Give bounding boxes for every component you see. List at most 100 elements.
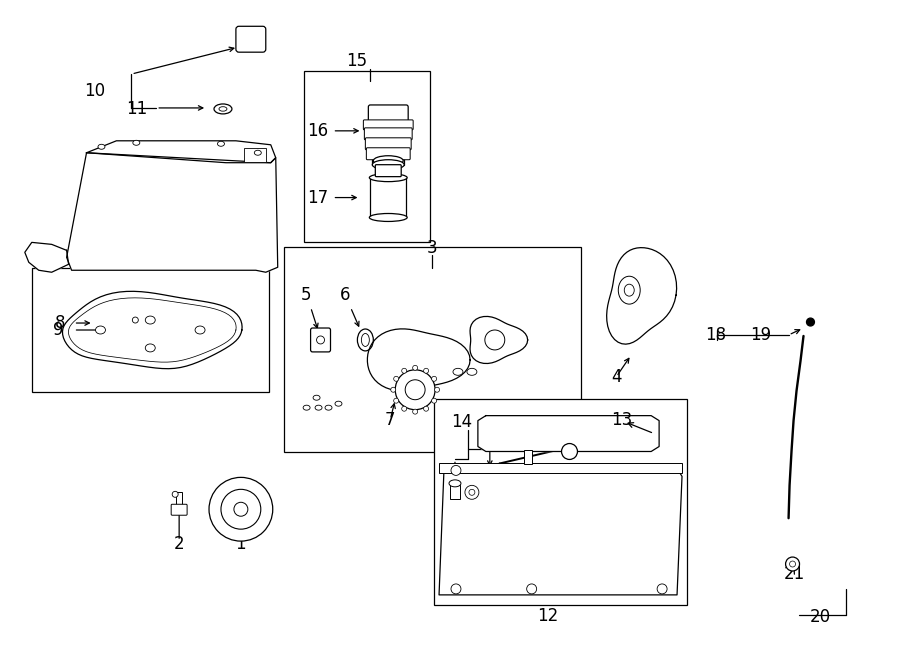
FancyBboxPatch shape	[365, 137, 411, 150]
Ellipse shape	[95, 326, 105, 334]
Polygon shape	[367, 329, 470, 391]
FancyBboxPatch shape	[171, 504, 187, 515]
Circle shape	[451, 465, 461, 475]
Circle shape	[393, 376, 399, 381]
Ellipse shape	[362, 334, 369, 346]
Circle shape	[806, 318, 814, 326]
Circle shape	[413, 366, 418, 370]
Ellipse shape	[218, 141, 224, 146]
Ellipse shape	[145, 344, 155, 352]
FancyBboxPatch shape	[364, 128, 412, 140]
Circle shape	[401, 368, 407, 373]
Bar	[439, 463, 682, 473]
Ellipse shape	[315, 405, 322, 410]
Ellipse shape	[625, 284, 634, 296]
Ellipse shape	[98, 144, 105, 149]
Circle shape	[424, 407, 428, 411]
Ellipse shape	[219, 106, 227, 111]
Polygon shape	[86, 141, 275, 163]
Circle shape	[562, 444, 578, 459]
Ellipse shape	[369, 214, 407, 221]
Text: 9: 9	[53, 321, 64, 339]
Ellipse shape	[145, 316, 155, 324]
Circle shape	[393, 398, 399, 403]
FancyBboxPatch shape	[364, 120, 413, 130]
Circle shape	[424, 368, 428, 373]
Ellipse shape	[325, 405, 332, 410]
Circle shape	[317, 336, 325, 344]
Polygon shape	[67, 153, 278, 272]
Bar	[244, 148, 266, 162]
Text: 6: 6	[340, 286, 351, 304]
Circle shape	[405, 380, 425, 400]
Circle shape	[786, 557, 799, 571]
Ellipse shape	[449, 480, 461, 487]
Polygon shape	[470, 317, 527, 364]
Ellipse shape	[618, 276, 640, 304]
Circle shape	[221, 489, 261, 529]
Ellipse shape	[195, 326, 205, 334]
Ellipse shape	[313, 395, 320, 400]
Circle shape	[391, 387, 396, 392]
Ellipse shape	[335, 401, 342, 406]
Text: 2: 2	[174, 535, 184, 553]
Ellipse shape	[303, 405, 310, 410]
Circle shape	[432, 376, 436, 381]
Ellipse shape	[373, 147, 404, 159]
Text: 5: 5	[301, 286, 310, 304]
Circle shape	[657, 584, 667, 594]
Polygon shape	[25, 243, 68, 272]
Polygon shape	[62, 292, 242, 369]
Bar	[284, 247, 581, 453]
Polygon shape	[478, 416, 659, 451]
Ellipse shape	[133, 140, 140, 145]
Bar	[32, 268, 269, 392]
Polygon shape	[439, 469, 682, 595]
Text: 19: 19	[750, 326, 771, 344]
Bar	[450, 485, 460, 499]
FancyBboxPatch shape	[310, 328, 330, 352]
Text: 4: 4	[611, 368, 622, 386]
Circle shape	[132, 317, 139, 323]
Circle shape	[401, 407, 407, 411]
Circle shape	[172, 491, 178, 497]
Ellipse shape	[373, 160, 404, 170]
Text: 18: 18	[706, 326, 726, 344]
Ellipse shape	[369, 174, 407, 182]
Text: 3: 3	[427, 239, 437, 257]
Text: 15: 15	[346, 52, 367, 70]
Circle shape	[432, 398, 436, 403]
Circle shape	[789, 561, 796, 567]
Circle shape	[209, 477, 273, 541]
Text: 1: 1	[236, 535, 247, 553]
Circle shape	[469, 489, 475, 495]
Ellipse shape	[453, 368, 463, 375]
Text: 17: 17	[307, 188, 328, 206]
Bar	[303, 71, 430, 243]
Circle shape	[526, 584, 536, 594]
Ellipse shape	[214, 104, 232, 114]
Circle shape	[485, 330, 505, 350]
Text: 20: 20	[810, 608, 831, 626]
FancyBboxPatch shape	[366, 148, 410, 160]
Bar	[434, 399, 687, 605]
Bar	[176, 492, 182, 506]
Ellipse shape	[373, 123, 404, 135]
Ellipse shape	[255, 150, 261, 155]
Bar	[370, 178, 406, 217]
FancyBboxPatch shape	[236, 26, 266, 52]
Text: 10: 10	[84, 82, 105, 100]
Circle shape	[395, 370, 435, 410]
Circle shape	[451, 584, 461, 594]
Ellipse shape	[467, 368, 477, 375]
Text: 13: 13	[611, 410, 632, 428]
Circle shape	[435, 387, 439, 392]
Circle shape	[234, 502, 248, 516]
Text: 8: 8	[54, 314, 65, 332]
Circle shape	[413, 409, 418, 414]
FancyBboxPatch shape	[368, 105, 409, 123]
Ellipse shape	[357, 329, 374, 351]
Text: 16: 16	[307, 122, 328, 140]
FancyBboxPatch shape	[375, 165, 401, 176]
Ellipse shape	[374, 156, 403, 166]
